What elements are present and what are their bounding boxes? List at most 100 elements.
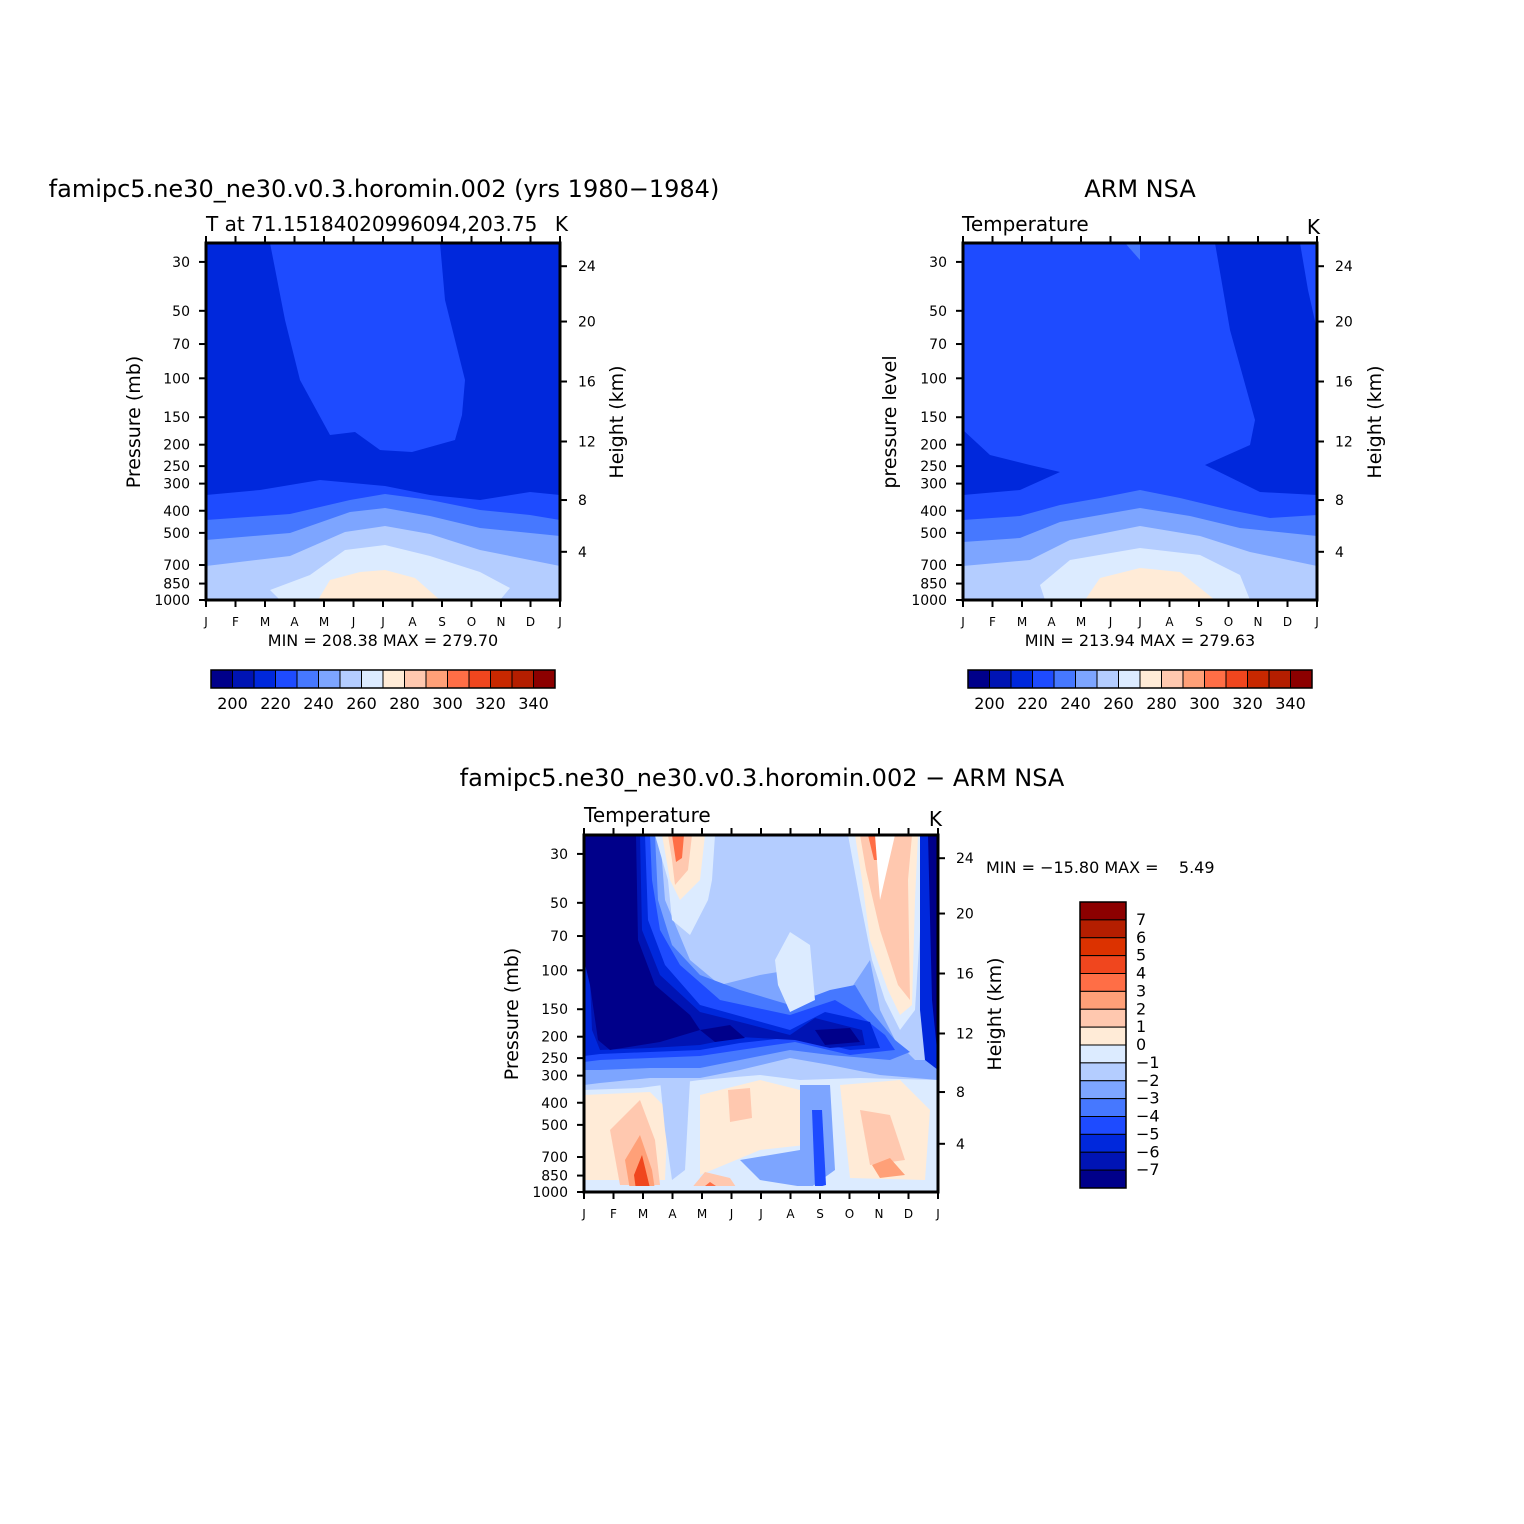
colorbar-swatch bbox=[275, 669, 298, 689]
panel-model-units: K bbox=[555, 212, 569, 236]
colorbar-swatch bbox=[1079, 1133, 1127, 1153]
x-tick-label: A bbox=[408, 615, 417, 629]
x-tick-label: A bbox=[668, 1207, 677, 1221]
y-right-tick-label: 20 bbox=[956, 907, 974, 923]
colorbar-swatch bbox=[468, 669, 491, 689]
x-tick-label: J bbox=[351, 615, 356, 629]
y-tick-label: 400 bbox=[163, 504, 190, 520]
panel-obs: ARM NSA Temperature K J F M A M J J A S O N D J 30 50… bbox=[879, 175, 1386, 713]
colorbar-label: 260 bbox=[1103, 694, 1134, 713]
y-right-tick-label: 4 bbox=[578, 545, 587, 561]
colorbar-swatch bbox=[1247, 669, 1270, 689]
y-right-tick-label: 12 bbox=[578, 434, 596, 450]
colorbar-label: 320 bbox=[475, 694, 506, 713]
y-tick-label: 30 bbox=[172, 255, 190, 271]
colorbar-label: 340 bbox=[518, 694, 549, 713]
colorbar-label: 240 bbox=[1060, 694, 1091, 713]
colorbar-swatch bbox=[232, 669, 255, 689]
colorbar-swatch bbox=[1290, 669, 1313, 689]
x-tick-label: S bbox=[1195, 615, 1203, 629]
y-tick-label: 1000 bbox=[154, 593, 190, 609]
y-tick-label: 50 bbox=[550, 896, 568, 912]
y-tick-label: 300 bbox=[920, 477, 947, 493]
y-right-tick-label: 12 bbox=[1335, 434, 1353, 450]
panel-diff-title: famipc5.ne30_ne30.v0.3.horomin.002 − ARM… bbox=[460, 764, 1065, 792]
colorbar-swatch bbox=[1161, 669, 1184, 689]
y-tick-label: 100 bbox=[541, 963, 568, 979]
x-tick-label: J bbox=[380, 615, 385, 629]
colorbar-swatch bbox=[447, 669, 470, 689]
colorbar-swatch bbox=[989, 669, 1012, 689]
colorbar-label: 240 bbox=[303, 694, 334, 713]
panel-diff-left-label: Temperature bbox=[583, 803, 711, 827]
panel-model-colorbar: 200 220 240 260 280 300 320 340 bbox=[210, 669, 556, 713]
x-tick-label: J bbox=[1137, 615, 1142, 629]
y-tick-label: 200 bbox=[163, 438, 190, 454]
colorbar-swatch bbox=[1096, 669, 1119, 689]
colorbar-label: 220 bbox=[1017, 694, 1048, 713]
y-right-tick-label: 4 bbox=[1335, 545, 1344, 561]
colorbar-label: −5 bbox=[1136, 1124, 1160, 1143]
x-tick-label: J bbox=[557, 615, 562, 629]
panel-obs-left-label: Temperature bbox=[961, 212, 1089, 236]
x-tick-label: M bbox=[638, 1207, 648, 1221]
x-tick-label: F bbox=[232, 615, 239, 629]
x-tick-label: M bbox=[1076, 615, 1086, 629]
y-tick-label: 250 bbox=[920, 459, 947, 475]
colorbar-label: −6 bbox=[1136, 1142, 1160, 1161]
colorbar-label: 6 bbox=[1136, 928, 1146, 947]
y-tick-label: 70 bbox=[172, 337, 190, 353]
colorbar-swatch bbox=[253, 669, 276, 689]
panel-model-left-label: T at 71.15184020996094,203.75 bbox=[205, 212, 537, 236]
y-tick-label: 400 bbox=[920, 504, 947, 520]
colorbar-swatch bbox=[1079, 1044, 1127, 1064]
y-right-tick-label: 24 bbox=[1335, 259, 1353, 275]
colorbar-swatch bbox=[361, 669, 384, 689]
colorbar-swatch bbox=[1079, 955, 1127, 974]
colorbar-label: 3 bbox=[1136, 981, 1146, 1000]
colorbar-swatch bbox=[1079, 1062, 1127, 1082]
colorbar-label: 340 bbox=[1275, 694, 1306, 713]
y-tick-label: 250 bbox=[163, 459, 190, 475]
y-tick-label: 500 bbox=[541, 1118, 568, 1134]
colorbar-label: −7 bbox=[1136, 1160, 1160, 1179]
colorbar-label: −1 bbox=[1136, 1053, 1160, 1072]
y-right-tick-label: 8 bbox=[956, 1085, 965, 1101]
y-right-tick-label: 8 bbox=[1335, 493, 1344, 509]
y-tick-label: 200 bbox=[541, 1030, 568, 1046]
colorbar-swatch bbox=[404, 669, 427, 689]
x-tick-label: F bbox=[610, 1207, 617, 1221]
colorbar-label: 300 bbox=[1189, 694, 1220, 713]
colorbar-label: −2 bbox=[1136, 1071, 1160, 1090]
y-right-tick-label: 8 bbox=[578, 493, 587, 509]
x-tick-label: M bbox=[1017, 615, 1027, 629]
x-tick-label: A bbox=[786, 1207, 795, 1221]
y-tick-label: 30 bbox=[929, 255, 947, 271]
colorbar-swatch bbox=[210, 669, 233, 689]
colorbar-swatch bbox=[1079, 901, 1127, 921]
panel-obs-colorbar: 200 220 240 260 280 300 320 340 bbox=[967, 669, 1313, 713]
y-tick-label: 1000 bbox=[911, 593, 947, 609]
y-tick-label: 850 bbox=[163, 577, 190, 593]
x-tick-label: J bbox=[729, 1207, 734, 1221]
x-tick-label: D bbox=[1283, 615, 1292, 629]
y-tick-label: 300 bbox=[541, 1069, 568, 1085]
panel-obs-contours bbox=[963, 243, 1317, 600]
x-tick-label: J bbox=[1314, 615, 1319, 629]
panel-obs-y-right-axis: 24 20 16 12 8 4 bbox=[1317, 259, 1353, 561]
y-right-tick-label: 16 bbox=[578, 375, 596, 391]
y-tick-label: 150 bbox=[920, 410, 947, 426]
x-tick-label: A bbox=[1165, 615, 1174, 629]
x-tick-label: M bbox=[260, 615, 270, 629]
colorbar-label: 4 bbox=[1136, 964, 1146, 983]
panel-diff-minmax: MIN = −15.80 MAX = 5.49 bbox=[986, 858, 1215, 877]
y-right-tick-label: 24 bbox=[956, 851, 974, 867]
y-tick-label: 30 bbox=[550, 847, 568, 863]
y-tick-label: 500 bbox=[163, 526, 190, 542]
